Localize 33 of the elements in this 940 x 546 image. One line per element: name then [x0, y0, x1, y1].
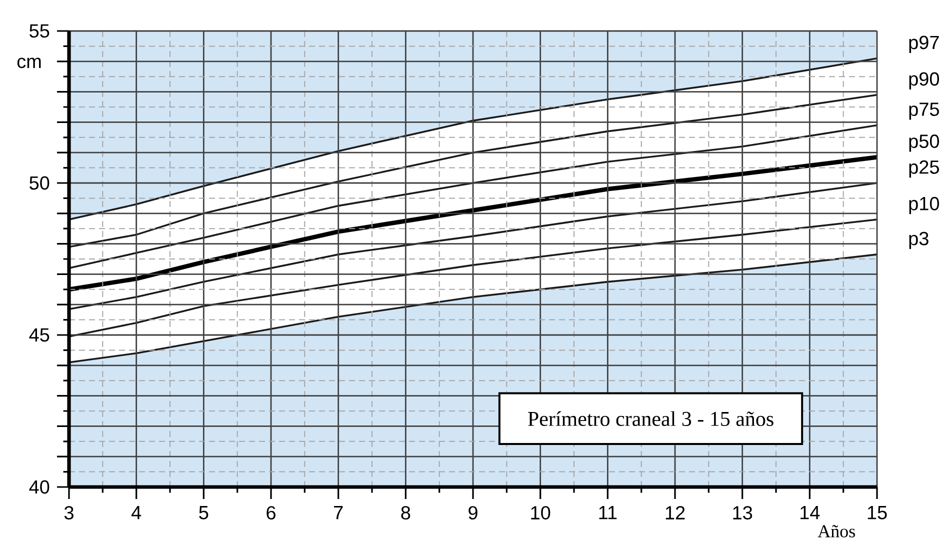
- line-series: [68, 124, 878, 270]
- x-tick-label: 6: [266, 506, 276, 520]
- series-label: p50: [909, 134, 940, 152]
- x-tick-label: 11: [599, 506, 617, 520]
- x-tick-label: 10: [531, 506, 550, 520]
- y-tick-label: 45: [29, 328, 50, 342]
- series-label: p3: [909, 232, 928, 250]
- y-axis-title: cm: [17, 58, 41, 68]
- y-tick-label: 55: [30, 24, 50, 38]
- x-tick-label: 4: [131, 506, 142, 520]
- series-label: p75: [909, 102, 939, 120]
- x-tick-label: 15: [868, 506, 887, 520]
- x-tick-label: 9: [468, 506, 478, 520]
- x-tick-label: 14: [800, 506, 820, 520]
- x-axis-title: Años: [818, 525, 855, 538]
- line-series: [68, 254, 878, 364]
- line-series: [68, 57, 878, 220]
- line-series: [68, 182, 878, 310]
- x-tick-label: 3: [64, 506, 74, 520]
- line-series: [68, 94, 878, 248]
- y-tick-label: 40: [29, 480, 50, 494]
- x-tick-label: 7: [334, 506, 343, 520]
- x-tick-label: 5: [199, 506, 208, 520]
- series-label: p97: [909, 36, 939, 53]
- x-tick-label: 8: [401, 506, 410, 520]
- series-label: p25: [909, 160, 939, 178]
- x-tick-label: 12: [666, 506, 685, 520]
- series-label: p10: [909, 196, 940, 214]
- x-tick-label: 13: [733, 506, 752, 520]
- text: Perímetro craneal 3 - 15 años: [528, 411, 774, 426]
- y-tick-label: 50: [30, 176, 50, 190]
- series-label: p90: [909, 72, 940, 90]
- line-series: [68, 218, 878, 338]
